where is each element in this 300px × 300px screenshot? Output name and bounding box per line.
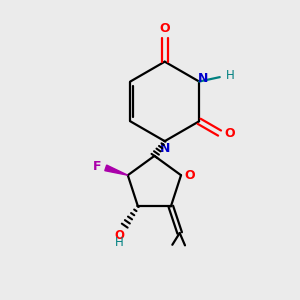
Text: O: O [184, 169, 195, 182]
Text: O: O [114, 229, 124, 242]
Text: N: N [160, 142, 170, 155]
Text: H: H [226, 69, 234, 82]
Text: H: H [115, 236, 124, 249]
Text: O: O [159, 22, 170, 35]
Text: N: N [197, 71, 208, 85]
Text: O: O [224, 127, 235, 140]
Polygon shape [105, 165, 128, 175]
Text: F: F [93, 160, 102, 173]
